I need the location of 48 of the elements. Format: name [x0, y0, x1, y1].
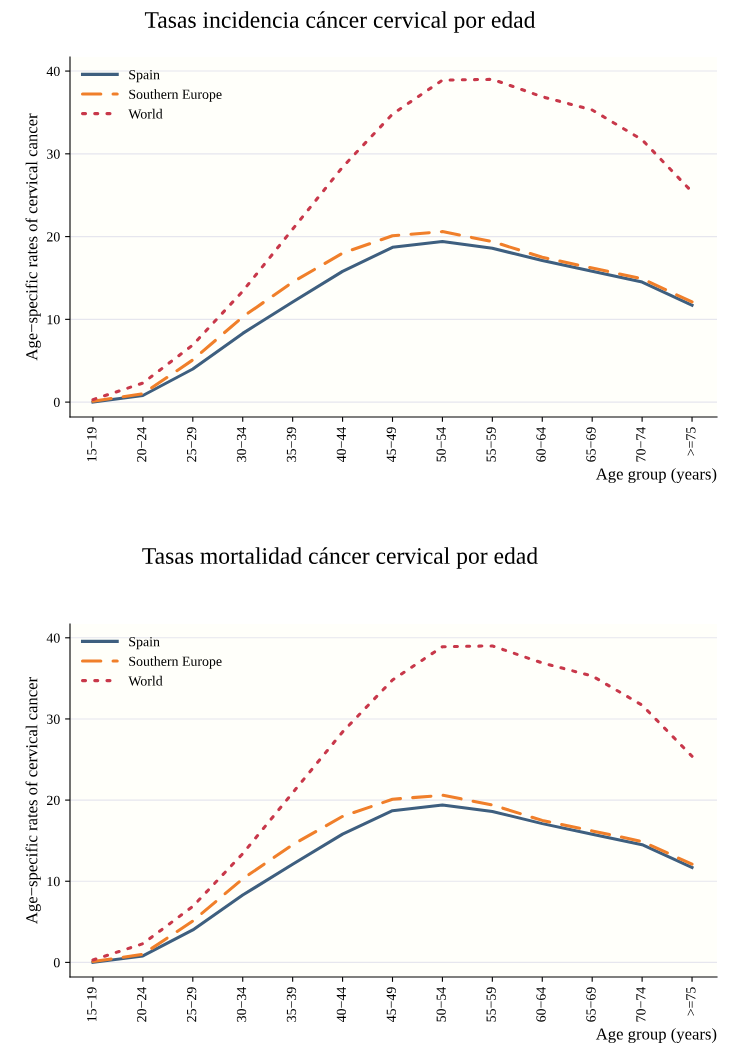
x-tick-label: 70−74 [636, 986, 646, 1022]
x-tick-label: 65−69 [586, 987, 596, 1022]
x-tick-label: 15−19 [87, 427, 97, 462]
x-tick-label: 35−39 [286, 427, 297, 462]
x-tick-label: 15−19 [87, 987, 97, 1022]
x-tick-label: 30−34 [236, 426, 247, 462]
y-tick-label: 30 [47, 714, 60, 724]
x-tick-label: 35−39 [286, 987, 297, 1022]
x-tick-label: >=75 [686, 427, 696, 456]
legend-label: Southern Europe [129, 656, 222, 669]
x-tick-label: 45−49 [386, 427, 396, 463]
x-tick-label: 55−59 [486, 987, 496, 1022]
x-tick-label: 20−24 [136, 426, 147, 462]
x-tick-label: 60−64 [536, 426, 546, 462]
chart-title: Tasas mortalidad cáncer cervical por edad [142, 547, 538, 569]
x-tick-label: 55−59 [486, 427, 496, 462]
y-tick-label: 0 [53, 957, 60, 968]
x-tick-label: 40−44 [336, 426, 347, 463]
x-tick-label: 50−54 [436, 986, 446, 1022]
legend-label: Spain [129, 637, 160, 650]
x-tick-label: 25−29 [186, 427, 197, 462]
legend-label: World [128, 675, 163, 686]
y-tick-label: 40 [46, 66, 60, 77]
x-tick-label: 50−54 [436, 426, 446, 462]
y-tick-label: 30 [47, 149, 60, 159]
legend-label: World [128, 108, 163, 119]
y-tick-label: 10 [47, 876, 60, 887]
x-tick-label: 70−74 [636, 426, 646, 462]
y-tick-label: 20 [47, 795, 60, 806]
y-tick-label: 10 [47, 314, 60, 325]
x-tick-label: 65−69 [586, 427, 596, 462]
chart-title: Tasas incidencia cáncer cervical por edad [144, 11, 536, 33]
legend-label: Spain [129, 70, 160, 83]
x-tick-label: 60−64 [536, 986, 546, 1022]
x-axis-title: Age group (years) [595, 467, 717, 484]
y-tick-label: 40 [46, 633, 60, 643]
x-tick-label: >=75 [686, 987, 696, 1016]
y-axis-title: Age−specific rates of cervical cancer [25, 113, 41, 361]
x-tick-label: 30−34 [236, 986, 247, 1022]
y-tick-label: 20 [47, 232, 60, 242]
x-tick-label: 20−24 [136, 986, 147, 1022]
x-tick-label: 40−44 [336, 986, 347, 1023]
y-axis-title: Age−specific rates of cervical cancer [25, 677, 41, 924]
legend-label: Southern Europe [129, 89, 222, 102]
x-tick-label: 45−49 [386, 987, 396, 1023]
y-tick-label: 0 [53, 397, 60, 408]
x-tick-label: 25−29 [186, 987, 197, 1022]
x-axis-title: Age group (years) [595, 1027, 717, 1044]
